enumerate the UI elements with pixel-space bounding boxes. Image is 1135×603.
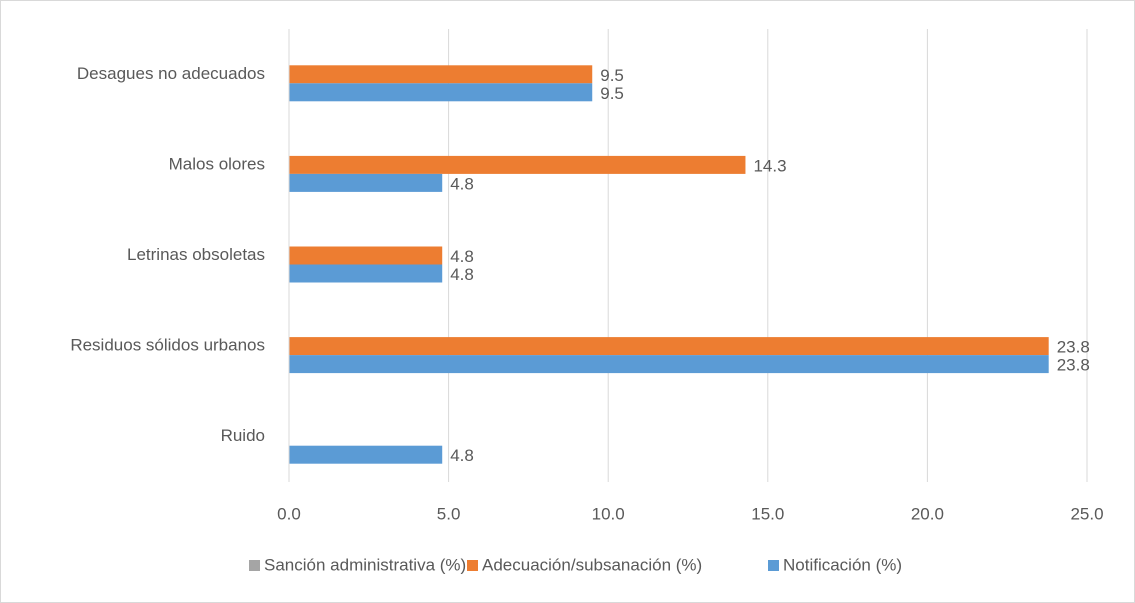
y-tick-label: Letrinas obsoletas (127, 245, 265, 264)
bar (289, 337, 1049, 356)
x-tick-label: 25.0 (1070, 504, 1103, 523)
bar (289, 445, 443, 464)
bar (289, 246, 443, 265)
x-tick-label: 15.0 (751, 504, 784, 523)
x-tick-label: 5.0 (437, 504, 461, 523)
legend-swatch (768, 560, 779, 571)
y-tick-label: Ruido (221, 426, 265, 445)
legend-label: Notificación (%) (783, 555, 902, 574)
bar (289, 155, 746, 174)
x-tick-label: 10.0 (592, 504, 625, 523)
x-tick-label: 0.0 (277, 504, 301, 523)
legend-swatch (467, 560, 478, 571)
bar (289, 65, 593, 84)
bar (289, 83, 593, 102)
data-label: 4.8 (450, 265, 474, 284)
legend-swatch (249, 560, 260, 571)
x-tick-label: 20.0 (911, 504, 944, 523)
y-tick-label: Desagues no adecuados (77, 64, 265, 83)
legend-label: Sanción administrativa (%) (264, 555, 466, 574)
data-label: 9.5 (600, 84, 624, 103)
data-label: 14.3 (753, 156, 786, 175)
data-label: 9.5 (600, 66, 624, 85)
bar (289, 355, 1049, 374)
data-label: 23.8 (1057, 356, 1090, 375)
data-label: 4.8 (450, 174, 474, 193)
y-tick-label: Malos olores (169, 154, 265, 173)
data-label: 4.8 (450, 446, 474, 465)
legend-label: Adecuación/subsanación (%) (482, 555, 702, 574)
y-tick-label: Residuos sólidos urbanos (70, 336, 265, 355)
data-label: 4.8 (450, 247, 474, 266)
bar (289, 173, 443, 192)
data-label: 23.8 (1057, 338, 1090, 357)
bar (289, 264, 443, 283)
